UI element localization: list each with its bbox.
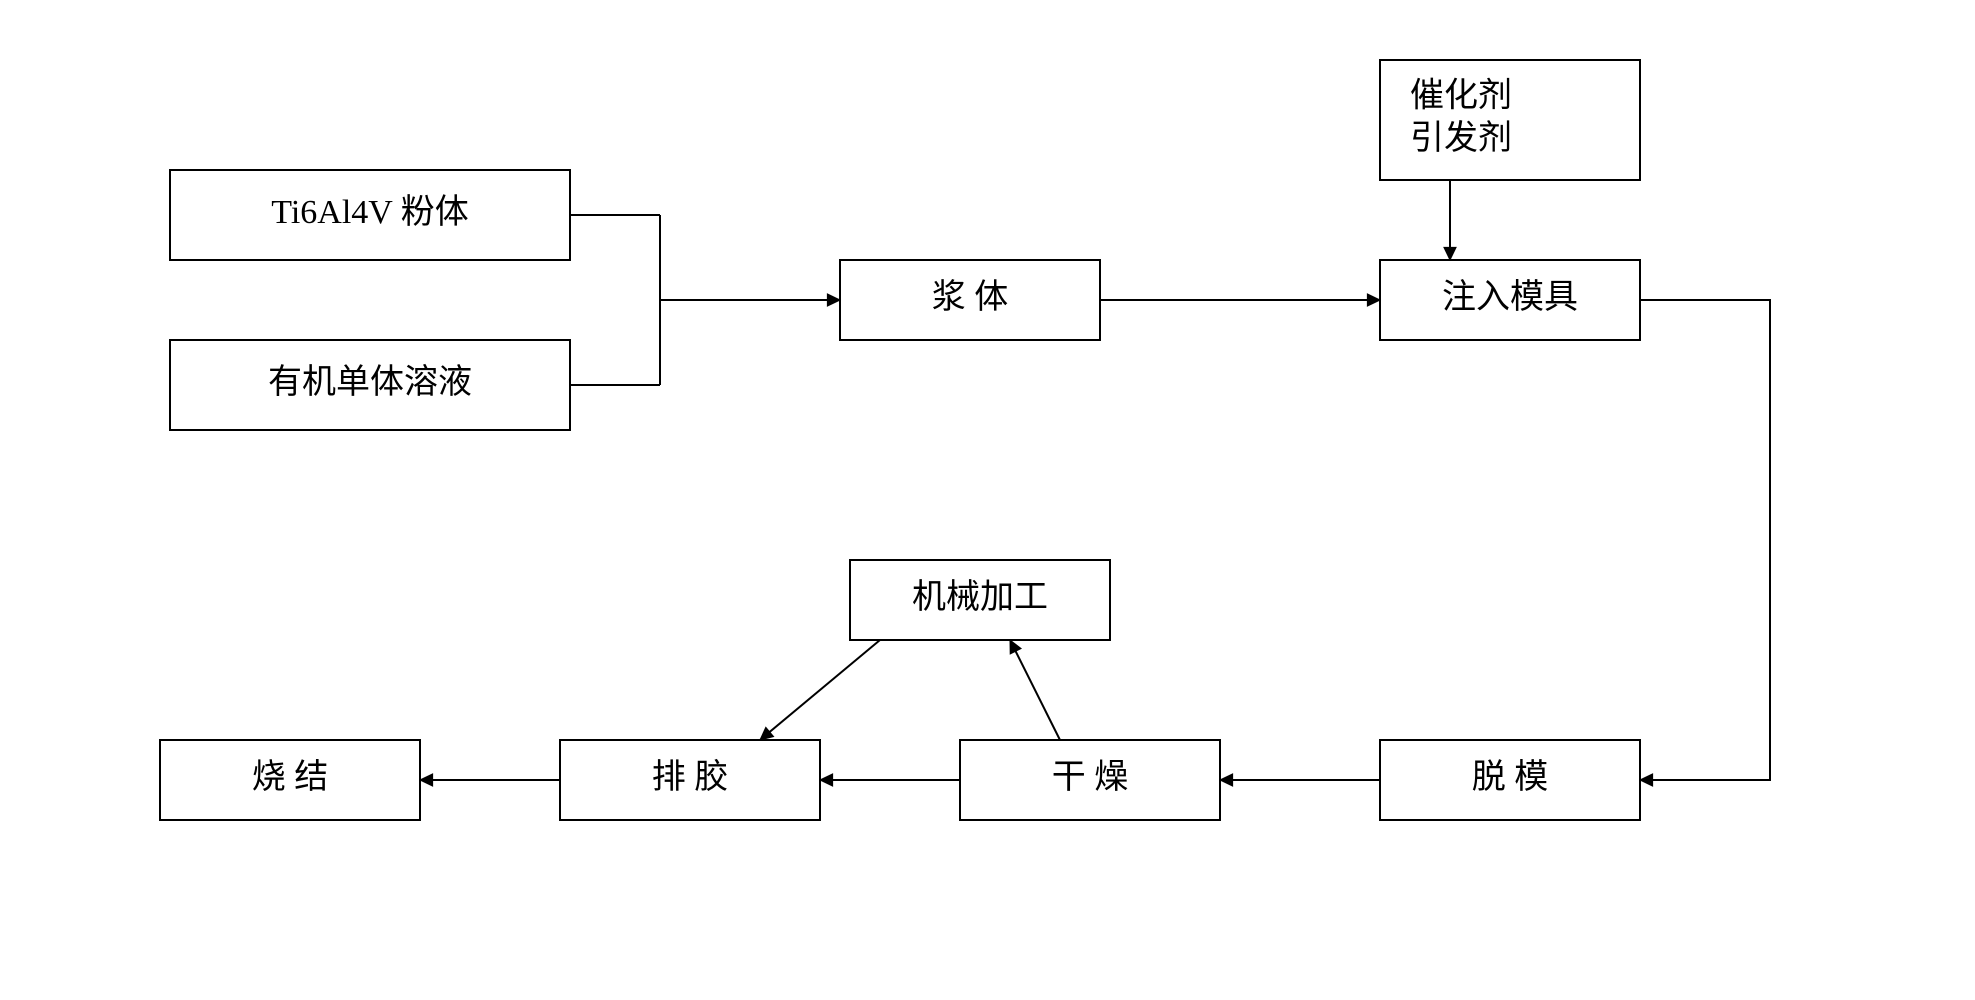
catalyst-label: 引发剂 [1410,119,1512,157]
powder-label: Ti6Al4V 粉体 [271,193,468,231]
demold-label: 脱 模 [1472,758,1549,796]
mold-label: 注入模具 [1442,278,1578,316]
conn-dry-debind-head [820,774,833,786]
slurry-label: 浆 体 [932,278,1009,316]
sinter-label: 烧 结 [252,758,329,796]
catalyst-box: 催化剂引发剂 [1380,60,1640,180]
conn-junction-slurry-head [827,294,840,306]
conn-debind-sinter-head [420,774,433,786]
conn-dry-machining [1010,640,1060,740]
sinter-box: 烧 结 [160,740,420,820]
conn-catalyst-mold-head [1444,247,1456,260]
dry-box: 干 燥 [960,740,1220,820]
monomer-label: 有机单体溶液 [268,363,472,401]
conn-machining-debind [760,640,880,740]
conn-demold-dry-head [1220,774,1233,786]
conn-slurry-mold-head [1367,294,1380,306]
mold-box: 注入模具 [1380,260,1640,340]
machining-label: 机械加工 [912,578,1048,616]
conn-mold-demold [1640,300,1770,780]
debind-label: 排 胶 [652,758,729,796]
conn-mold-demold-head [1640,774,1653,786]
dry-label: 干 燥 [1052,759,1129,796]
catalyst-label: 催化剂 [1410,77,1512,115]
demold-box: 脱 模 [1380,740,1640,820]
powder-box: Ti6Al4V 粉体 [170,170,570,260]
debind-box: 排 胶 [560,740,820,820]
slurry-box: 浆 体 [840,260,1100,340]
monomer-box: 有机单体溶液 [170,340,570,430]
machining-box: 机械加工 [850,560,1110,640]
